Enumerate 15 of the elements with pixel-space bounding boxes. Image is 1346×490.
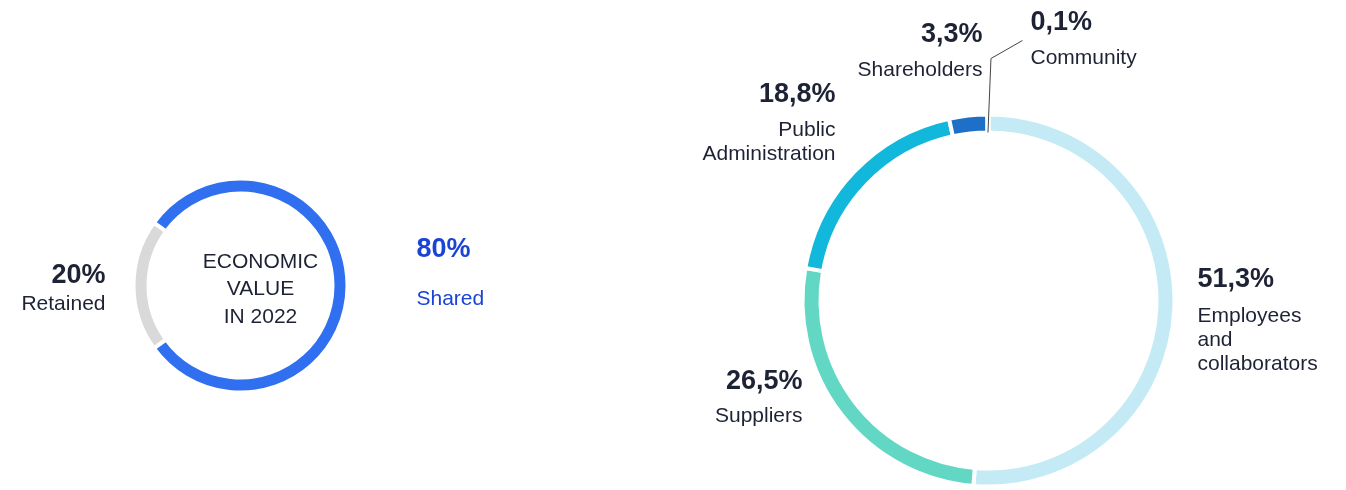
- slice-label: Shareholders: [857, 56, 983, 80]
- slice-label: Community: [1030, 44, 1138, 68]
- slice-label: Employees and collaborators: [1197, 302, 1318, 374]
- data-label: 0,1%: [1030, 5, 1093, 36]
- slice-label: Public Administration: [702, 116, 836, 164]
- data-label: 3,3%: [920, 17, 983, 48]
- data-label: 20%: [51, 258, 106, 289]
- data-label: 80%: [416, 232, 471, 263]
- data-label: 26,5%: [725, 364, 803, 395]
- text: ECONOMIC VALUE IN 2022: [202, 248, 319, 327]
- slice-label: Suppliers: [714, 402, 803, 426]
- data-label: 18,8%: [758, 77, 836, 108]
- slice-label: Shared: [416, 285, 485, 309]
- data-label: 51,3%: [1197, 262, 1275, 293]
- slice-label: Retained: [21, 290, 106, 314]
